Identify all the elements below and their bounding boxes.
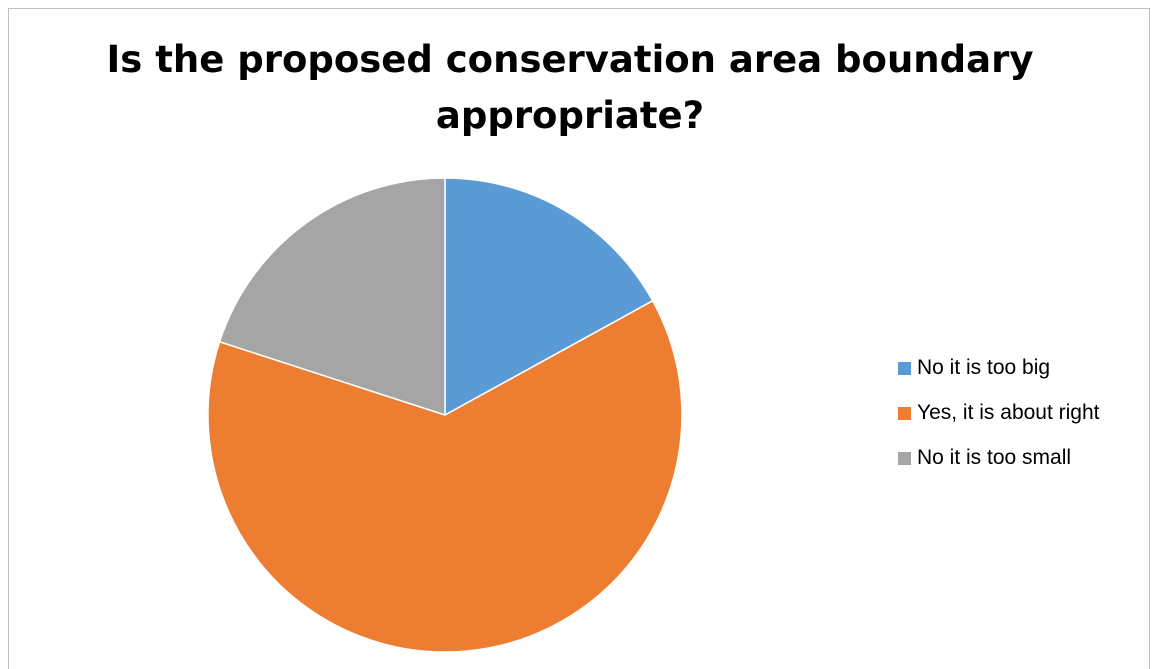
chart-legend: No it is too big Yes, it is about right No… (898, 354, 1100, 489)
legend-label: No it is too small (917, 446, 1072, 469)
pie-slice-no-it-is-too-small (218, 177, 446, 416)
pie-slice-yes-it-is-about-right (207, 300, 683, 653)
pie-slices (207, 177, 683, 653)
pie-slice-no-it-is-too-big (444, 177, 654, 416)
legend-swatch (898, 361, 911, 375)
legend-swatch (898, 451, 911, 465)
legend-item-no-it-is-too-small: No it is too small (898, 444, 1100, 472)
legend-label: No it is too big (917, 356, 1051, 379)
legend-swatch (898, 406, 911, 420)
legend-item-yes-it-is-about-right: Yes, it is about right (898, 399, 1100, 427)
legend-item-no-it-is-too-big: No it is too big (898, 354, 1100, 382)
chart-title: Is the proposed conservation area bounda… (106, 38, 1034, 137)
legend-label: Yes, it is about right (917, 401, 1100, 424)
